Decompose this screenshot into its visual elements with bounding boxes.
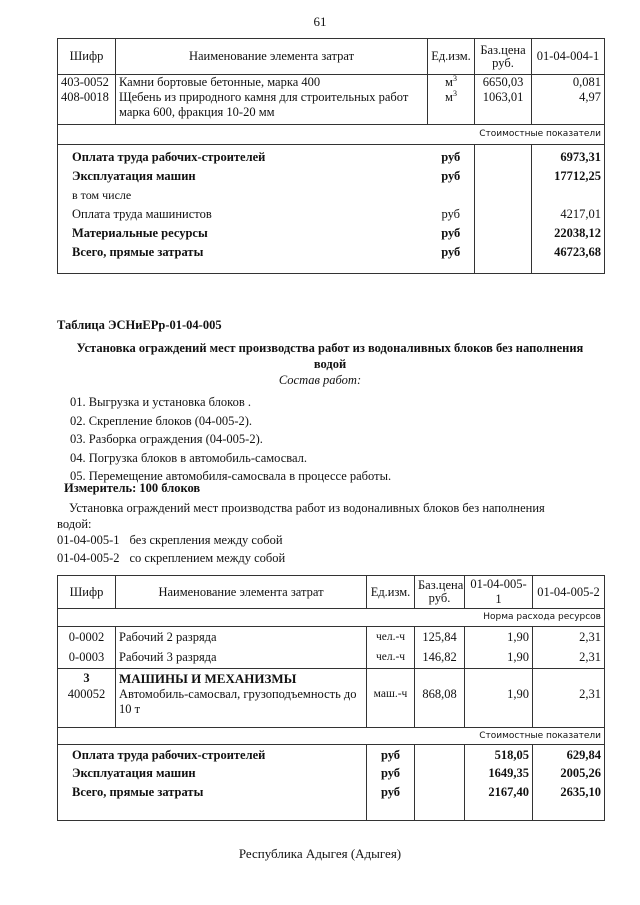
resource-table-01-04-004: Шифр Наименование элемента затрат Ед.изм… (57, 38, 605, 274)
page-number: 61 (313, 14, 327, 29)
summary-row: Всего, прямые затраты руб 46723,68 (57, 245, 605, 264)
work-steps-list: 01. Выгрузка и установка блоков . 02. Ск… (70, 393, 391, 486)
summary-row: Оплата труда рабочих-строителей руб 518,05… (57, 744, 605, 766)
variant: 01-04-005-2 со скреплением между собой (57, 551, 286, 565)
summary-row: Оплата труда рабочих-строителей руб 6973,3… (57, 150, 605, 169)
resource-table-01-04-005: Шифр Наименование элемента затрат Ед.изм… (57, 575, 605, 821)
header-unit: Ед.изм. (427, 38, 475, 75)
header-unit: Ед.изм. (366, 575, 415, 609)
group-row: 3 МАШИНЫ И МЕХАНИЗМЫ (57, 668, 605, 687)
section-label: Стоимостные показатели (57, 727, 605, 745)
section-label: Стоимостные показатели (57, 124, 605, 145)
table-title: Таблица ЭСНиЕРр-01-04-005 (57, 318, 222, 332)
header-code: Шифр (57, 38, 116, 75)
work-step: 02. Скрепление блоков (04-005-2). (70, 413, 253, 428)
table-row: 403-0052 Камни бортовые бетонные, марка … (57, 74, 605, 90)
header-variant-1: 01-04-005-1 (464, 575, 533, 609)
summary-row: в том числе (57, 188, 605, 207)
header-name: Наименование элемента затрат (115, 575, 367, 609)
header-price: Баз.цена руб. (414, 575, 465, 609)
norm-label: Норма расхода ресурсов (57, 608, 605, 627)
summary-row: Эксплуатация машин руб 17712,25 (57, 169, 605, 188)
summary-row: Эксплуатация машин руб 1649,35 2005,26 (57, 765, 605, 785)
table-row: 408-0018 Щебень из природного камня для … (57, 89, 605, 125)
meter: Измеритель: 100 блоков (64, 481, 201, 495)
page-footer: Республика Адыгея (Адыгея) (238, 846, 402, 861)
work-step: 05. Перемещение автомобиля-самосвала в п… (70, 469, 392, 483)
work-composition-label: Состав работ: (278, 373, 362, 387)
summary-row: Всего, прямые затраты руб 2167,40 2635,10 (57, 784, 605, 804)
header-variant: 01-04-004-1 (531, 38, 605, 75)
work-step: 03. Разборка ограждения (04-005-2). (70, 432, 263, 446)
summary-row: Материальные ресурсы руб 22038,12 (57, 226, 605, 245)
section-heading: Установка ограждений мест производства р… (76, 341, 584, 371)
work-step: 01. Выгрузка и установка блоков . (70, 395, 251, 409)
work-step: 04. Погрузка блоков в автомобиль-самосва… (70, 450, 308, 465)
variant: 01-04-005-1 без скрепления между собой (57, 533, 283, 547)
table-row: 400052 Автомобиль-самосвал, грузоподъемно… (57, 686, 605, 728)
summary-row: Оплата труда машинистов руб 4217,01 (57, 207, 605, 226)
header-code: Шифр (57, 575, 116, 609)
description: Установка ограждений мест производства р… (57, 501, 545, 531)
header-variant-2: 01-04-005-2 (532, 575, 605, 609)
header-name: Наименование элемента затрат (115, 38, 428, 75)
header-price: Баз.цена руб. (474, 38, 532, 75)
table-row: 0-0003 Рабочий 3 разряда чел.-ч 146,82 1,90 2… (57, 646, 605, 669)
table-row: 0-0002 Рабочий 2 разряда чел.-ч 125,84 1,90 2… (57, 626, 605, 647)
